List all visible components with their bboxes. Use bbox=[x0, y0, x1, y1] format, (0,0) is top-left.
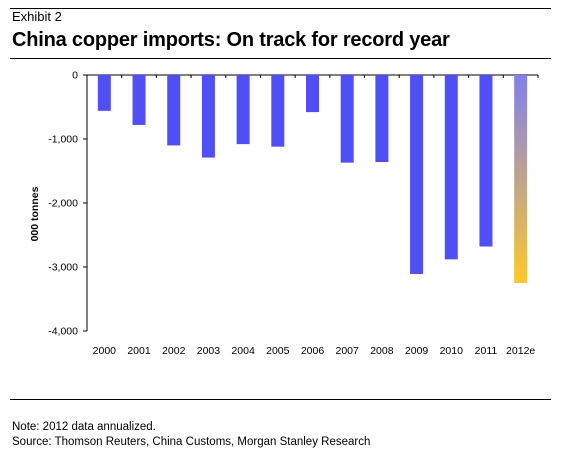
x-tick-label: 2000 bbox=[93, 345, 117, 357]
note-text: Note: 2012 data annualized. bbox=[12, 421, 156, 433]
bar-2012e bbox=[514, 75, 528, 283]
x-tick-label: 2004 bbox=[231, 345, 255, 357]
chart-title: China copper imports: On track for recor… bbox=[12, 29, 450, 51]
x-tick-label: 2012e bbox=[506, 345, 535, 357]
footer-rule bbox=[10, 399, 551, 400]
x-tick-label: 2003 bbox=[197, 345, 221, 357]
y-tick-label: -4,000 bbox=[48, 326, 78, 338]
x-tick-label: 2002 bbox=[162, 345, 186, 357]
bar-2008 bbox=[375, 75, 389, 163]
title-rule bbox=[10, 58, 551, 59]
bar-2004 bbox=[236, 75, 250, 145]
x-tick-label: 2008 bbox=[370, 345, 394, 357]
bar-2007 bbox=[340, 75, 354, 163]
tick-labels: 0 -1,000 -2,000 -3,000 -4,000 2000 2001 2002 200… bbox=[48, 70, 535, 358]
y-tick-label: -2,000 bbox=[48, 198, 78, 210]
bars bbox=[97, 75, 528, 283]
y-axis-label: 000 tonnes bbox=[29, 186, 41, 241]
bar-2010 bbox=[444, 75, 458, 260]
bar-2000 bbox=[97, 75, 111, 111]
bar-2009 bbox=[410, 75, 424, 275]
x-tick-label: 2006 bbox=[301, 345, 325, 357]
x-tick-label: 2007 bbox=[336, 345, 360, 357]
x-tick-label: 2011 bbox=[475, 345, 498, 357]
bar-2001 bbox=[132, 75, 146, 125]
source-text: Source: Thomson Reuters, China Customs, … bbox=[12, 436, 371, 448]
top-rule bbox=[10, 8, 551, 9]
axes bbox=[83, 74, 539, 332]
y-tick-label: -3,000 bbox=[48, 262, 78, 274]
x-tick-label: 2001 bbox=[127, 345, 151, 357]
bar-2003 bbox=[201, 75, 215, 158]
bar-2005 bbox=[271, 75, 285, 147]
bar-chart: 0 -1,000 -2,000 -3,000 -4,000 2000 2001 2002 200… bbox=[29, 70, 539, 358]
x-tick-label: 2010 bbox=[440, 345, 464, 357]
bar-2011 bbox=[479, 75, 493, 247]
bar-2002 bbox=[167, 75, 181, 146]
x-tick-label: 2005 bbox=[266, 345, 290, 357]
exhibit-label: Exhibit 2 bbox=[12, 9, 62, 24]
bar-2006 bbox=[306, 75, 319, 113]
x-tick-label: 2009 bbox=[405, 345, 429, 357]
footnote: Note: 2012 data annualized. Source: Thom… bbox=[12, 420, 370, 450]
y-tick-label: 0 bbox=[72, 70, 78, 82]
y-tick-label: -1,000 bbox=[48, 134, 78, 146]
